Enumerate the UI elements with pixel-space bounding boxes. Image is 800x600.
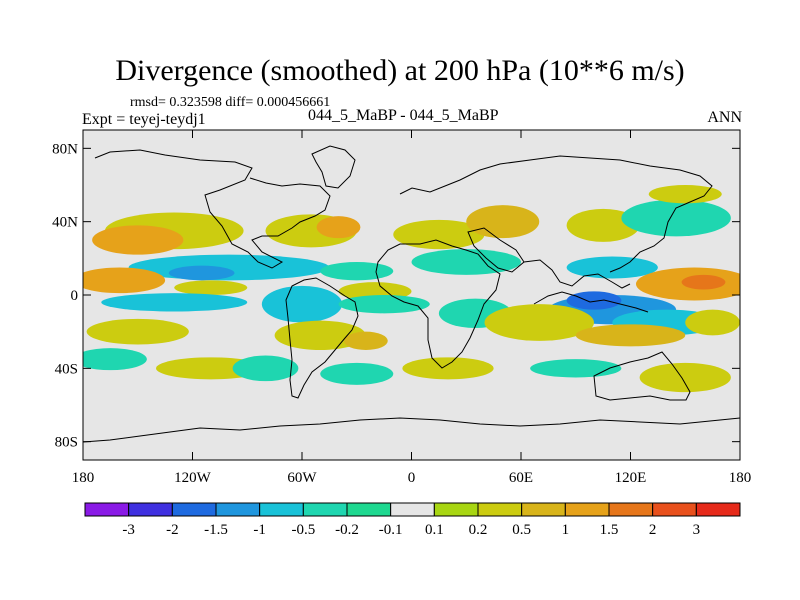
colorbar-swatch [302, 502, 348, 517]
colorbar-swatch [564, 502, 610, 517]
field-blob-38 [639, 362, 731, 393]
colorbar-swatch [171, 502, 217, 517]
coastline-south-america [285, 277, 359, 399]
colorbar-swatch [346, 502, 392, 517]
field-blob-4 [393, 219, 485, 250]
colorbar-swatch [433, 502, 479, 517]
coastline-africa [375, 239, 501, 369]
y-tick-label: 80S [55, 435, 78, 451]
x-tick-label: 60W [287, 470, 317, 486]
colorbar-label: 3 [693, 522, 701, 538]
coastline-antarctica [83, 417, 740, 443]
field-blob-17 [174, 280, 248, 295]
x-axis: 180 120W 60W 0 60E 120E 180 [72, 130, 752, 486]
field-blob-5 [466, 205, 540, 239]
field-blob-3 [316, 216, 361, 239]
colorbar-label: 0.5 [512, 522, 531, 538]
field-blob-11 [320, 262, 394, 281]
colorbar-swatch [259, 502, 304, 517]
x-tick-label: 60E [509, 470, 533, 486]
colorbar-label: -2 [166, 522, 179, 538]
colorbar-swatch [128, 502, 173, 517]
field-blob-7 [621, 199, 731, 237]
field-blob-12 [411, 249, 521, 275]
field-blob-21 [338, 295, 430, 314]
field-blob-16 [681, 274, 726, 290]
colorbar-label: 0.1 [425, 522, 444, 538]
case-label: 044_5_MaBP - 044_5_MaBP [308, 107, 499, 124]
y-tick-label: 0 [71, 288, 79, 304]
colorbar-label: -0.5 [291, 522, 315, 538]
experiment-label: Expt = teyej-teydj1 [82, 111, 206, 128]
colorbar-swatch [695, 502, 741, 517]
colorbar-swatch [477, 502, 523, 517]
colorbar-label: -0.2 [335, 522, 359, 538]
x-tick-label: 120W [174, 470, 212, 486]
colorbar-label: 2 [649, 522, 657, 538]
colorbar-swatch [652, 502, 697, 517]
y-tick-label: 80N [52, 141, 78, 157]
field-blob-29 [484, 304, 594, 341]
field-blob-37 [530, 359, 622, 378]
stats-label: rmsd= 0.323598 diff= 0.000456661 [130, 95, 331, 110]
field-blob-28 [343, 331, 388, 351]
coastline-eurasia-north [399, 155, 713, 273]
field-blob-23 [566, 291, 622, 310]
y-tick-label: 40N [52, 215, 78, 231]
coastlines [83, 145, 740, 443]
field-blob-32 [83, 348, 147, 371]
field-blob-8 [648, 185, 722, 204]
coastline-maritime [533, 291, 649, 313]
coastline-greenland [311, 145, 356, 189]
season-label: ANN [707, 109, 742, 126]
coastline-south-asia [523, 259, 631, 289]
colorbar-swatch [521, 502, 566, 517]
chart-title: Divergence (smoothed) at 200 hPa (10**6 … [115, 54, 685, 87]
field-blob-36 [402, 357, 494, 380]
coastline-arabia [467, 227, 525, 273]
colorbar-swatch [215, 502, 261, 517]
colorbar-label: -1.5 [204, 522, 228, 538]
x-tick-label: 120E [615, 470, 647, 486]
x-tick-label: 180 [72, 470, 95, 486]
colorbar-swatch [608, 502, 654, 517]
field-blob-30 [575, 324, 686, 347]
field-blob-20 [261, 285, 343, 323]
coastline-north-america [94, 149, 331, 269]
field-blob-1 [92, 225, 184, 255]
colorbar-label: 1 [562, 522, 570, 538]
x-tick-label: 180 [729, 470, 752, 486]
field-blob-35 [320, 362, 394, 385]
colorbar-label: 1.5 [600, 522, 619, 538]
field-blob-27 [274, 320, 366, 351]
x-tick-label: 0 [408, 470, 416, 486]
colorbar-label: -0.1 [379, 522, 403, 538]
field-blob-31 [685, 309, 740, 336]
coastline-australia [593, 351, 691, 401]
contour-fields [83, 185, 740, 393]
field-blob-26 [86, 318, 189, 345]
colorbar-label: -3 [122, 522, 135, 538]
field-blob-6 [566, 208, 640, 242]
y-axis: 80N 40N 0 40S 80S [52, 141, 740, 451]
field-blob-13 [566, 256, 658, 279]
colorbar-swatch [390, 502, 435, 517]
field-blob-34 [232, 355, 299, 382]
field-blob-14 [83, 267, 166, 294]
colorbar-label: -1 [253, 522, 266, 538]
field-blob-19 [101, 293, 248, 312]
colorbar-label: 0.2 [469, 522, 488, 538]
y-tick-label: 40S [55, 361, 78, 377]
colorbar: -3 -2 -1.5 -1 -0.5 -0.2 -0.1 0.1 0.2 0.5 1 1.5 2 3 [84, 502, 741, 538]
colorbar-swatch [84, 502, 130, 517]
field-blob-10 [168, 265, 235, 281]
